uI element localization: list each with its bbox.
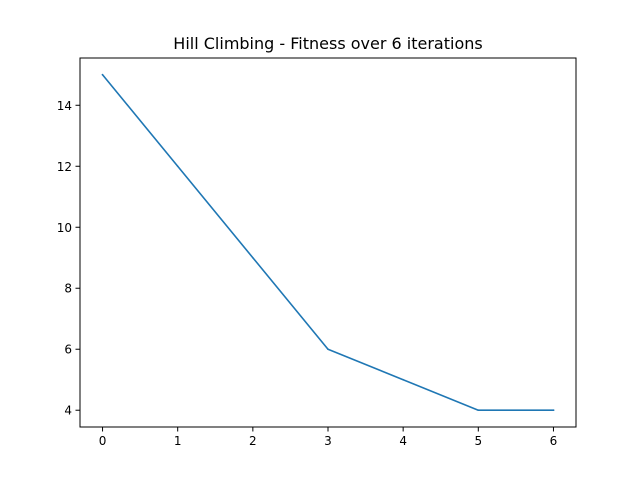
data-point [176, 165, 179, 168]
x-axis: 0 1 2 3 4 5 6 [99, 427, 558, 448]
y-axis: 4 6 8 10 12 14 [57, 99, 80, 418]
x-tick-label: 0 [99, 434, 107, 448]
x-tick-label: 2 [249, 434, 257, 448]
x-tick-label: 3 [324, 434, 332, 448]
y-tick-label: 14 [57, 99, 72, 113]
data-point [327, 348, 329, 351]
y-tick-label: 8 [64, 282, 72, 296]
x-tick-label: 4 [399, 434, 407, 448]
x-tick-label: 5 [474, 434, 482, 448]
x-tick-label: 1 [174, 434, 182, 448]
data-point [402, 378, 404, 381]
y-tick-label: 6 [64, 343, 72, 357]
y-tick-label: 12 [57, 160, 72, 174]
series-layer [101, 73, 555, 412]
y-tick-label: 4 [64, 404, 72, 418]
data-point [552, 409, 555, 412]
data-point [101, 73, 104, 76]
data-point [477, 409, 480, 412]
data-point [252, 256, 254, 259]
chart-title: Hill Climbing - Fitness over 6 iteration… [173, 34, 482, 53]
x-tick-label: 6 [550, 434, 558, 448]
y-tick-label: 10 [57, 221, 72, 235]
